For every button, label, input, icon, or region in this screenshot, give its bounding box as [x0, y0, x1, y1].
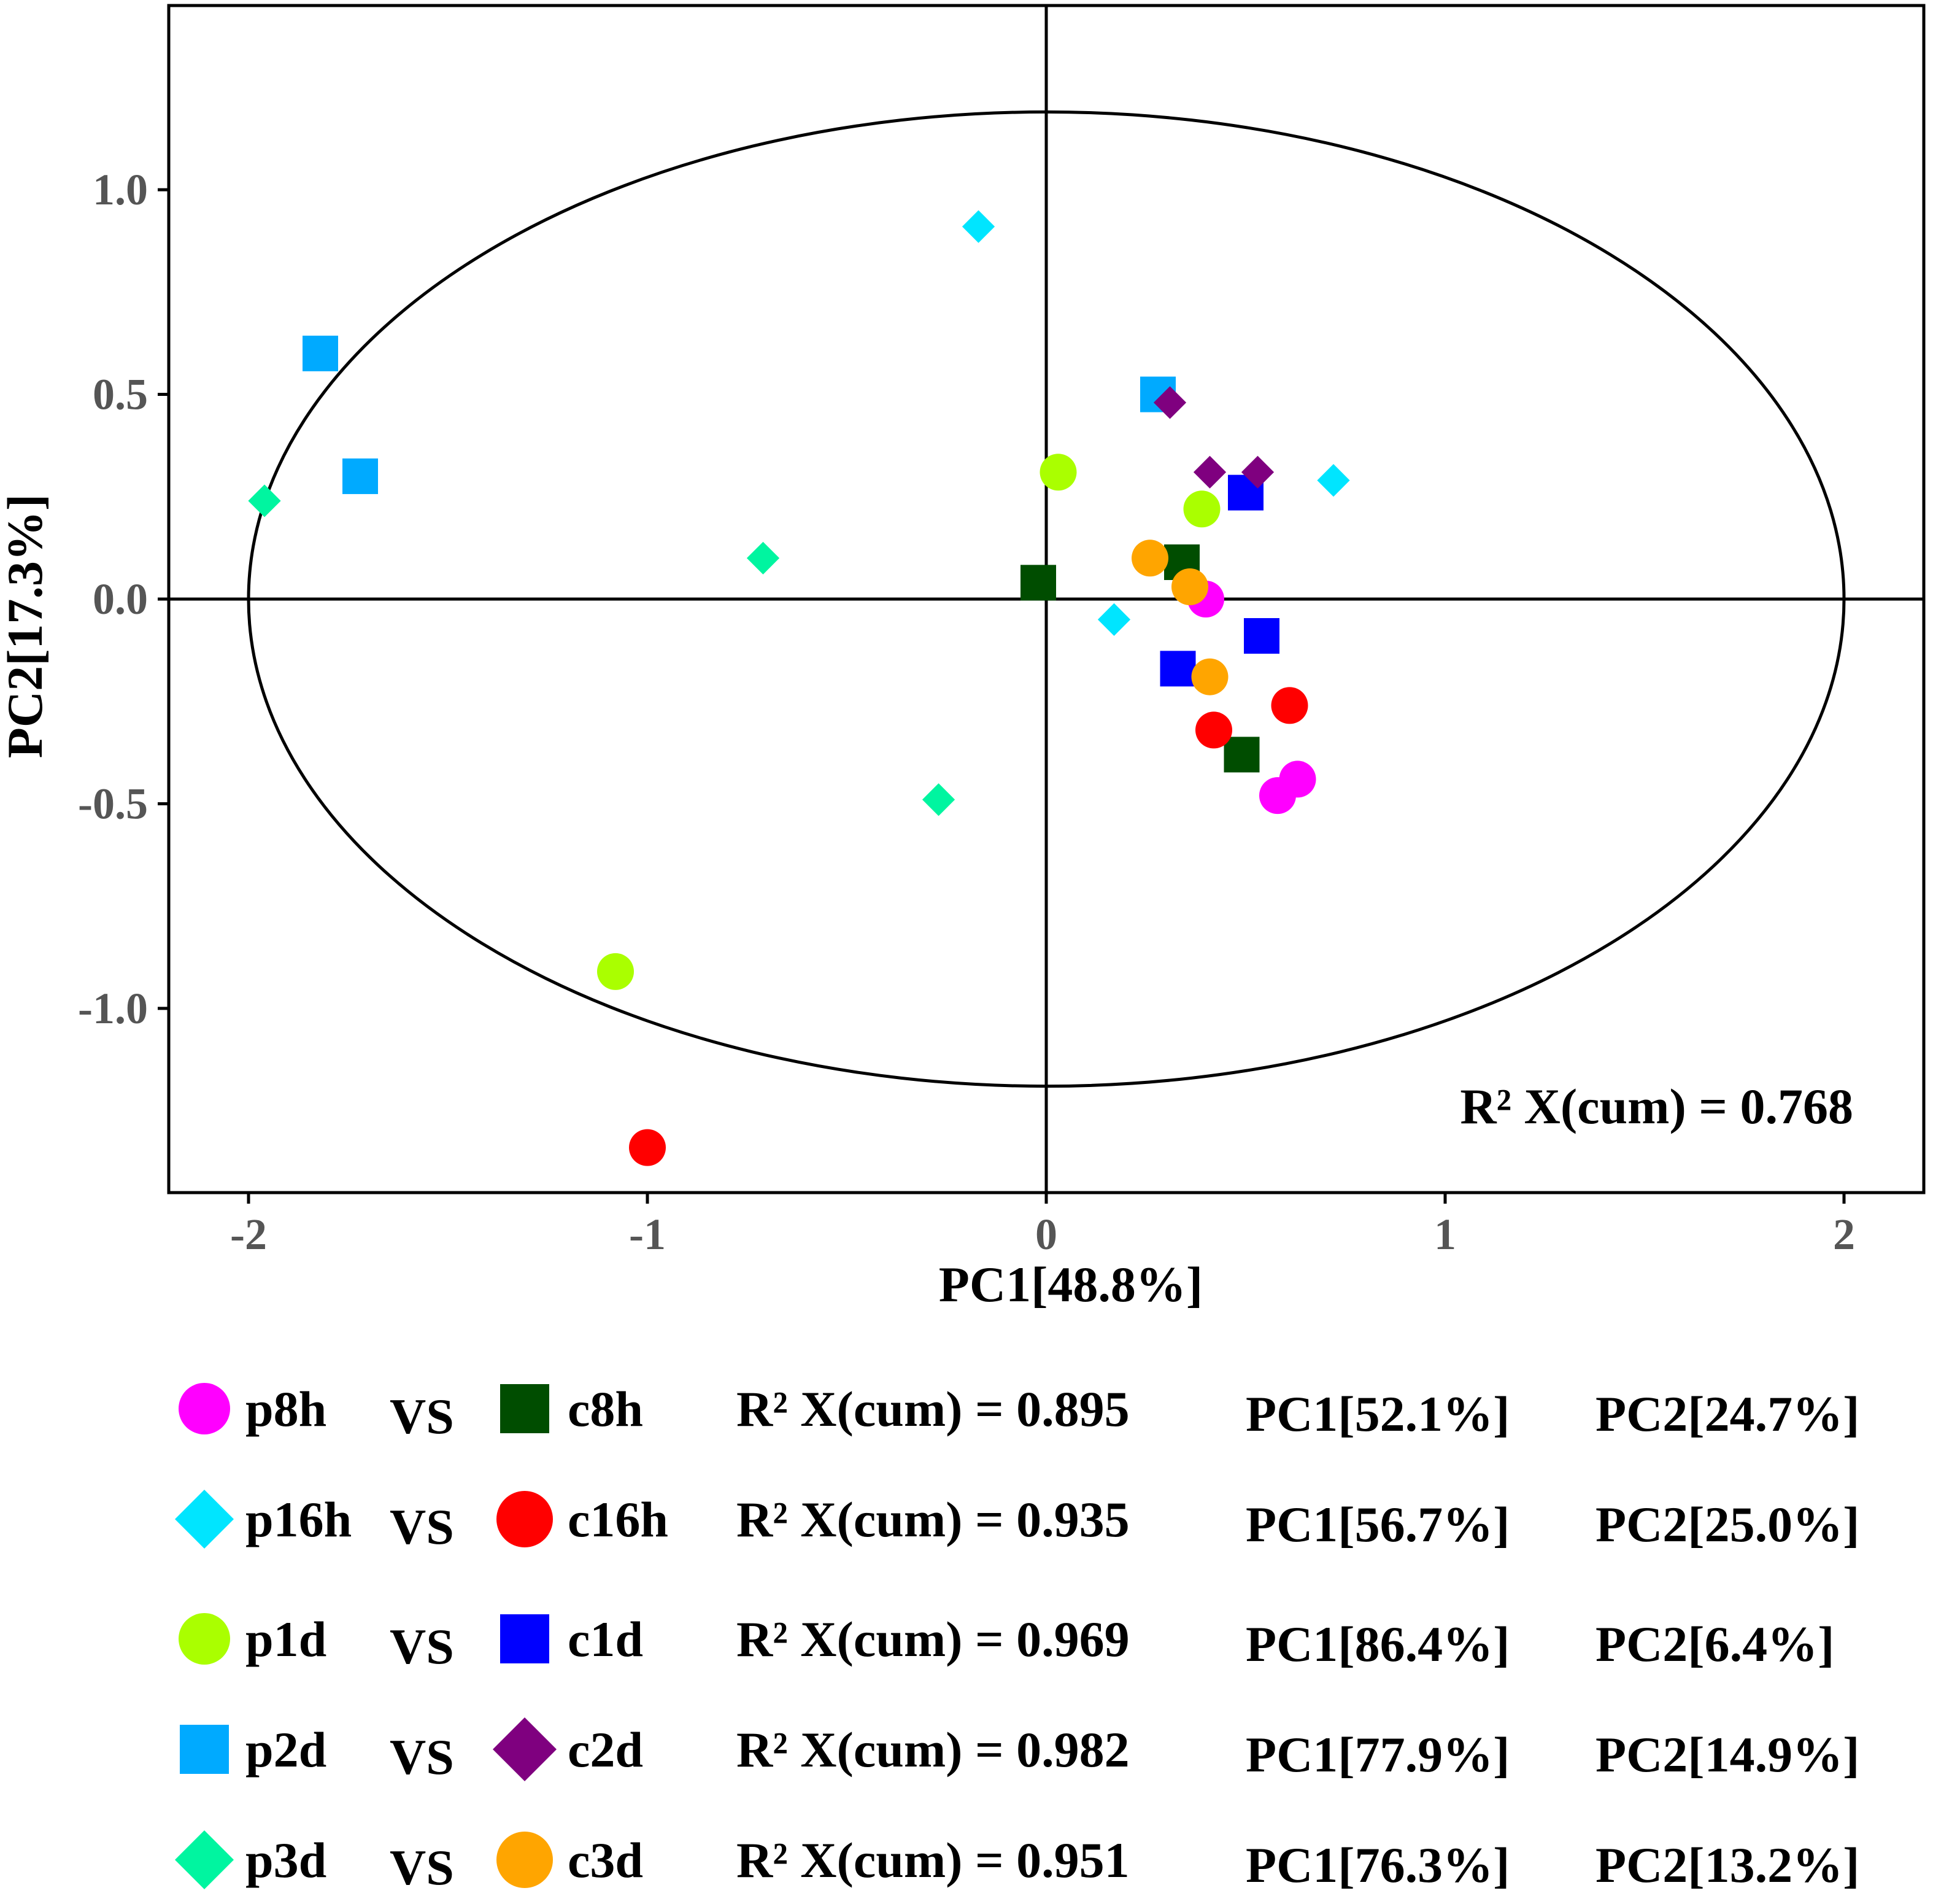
y-tick-label: 0.5	[93, 370, 148, 419]
point-c16h	[629, 1129, 666, 1166]
point-p2d	[342, 458, 378, 494]
point-c1d	[1244, 618, 1279, 654]
legend-vs: VS	[390, 1729, 454, 1785]
legend-label-p3d: p3d	[245, 1832, 326, 1888]
legend-pc1-c16h: PC1[56.7%]	[1246, 1496, 1510, 1552]
point-c3d	[1171, 568, 1208, 605]
point-p2d	[303, 335, 338, 371]
point-c8h	[1021, 565, 1056, 601]
y-axis-ticks: -1.0 -0.5 0.0 0.5 1.0	[78, 165, 169, 1033]
point-c2d	[1241, 455, 1275, 489]
point-c2d	[1153, 386, 1187, 419]
legend-label-p16h: p16h	[245, 1492, 352, 1547]
data-points	[248, 210, 1350, 1166]
legend-row-p16h: p16h VS c16h R² X(cum) = 0.935 PC1[56.7%] PC2…	[175, 1490, 1859, 1555]
legend-pc2-c2d: PC2[14.9%]	[1595, 1727, 1859, 1782]
y-tick-label: -1.0	[78, 984, 148, 1033]
legend-r2-c1d: R² X(cum) = 0.969	[736, 1611, 1130, 1667]
x-tick-label: 0	[1035, 1210, 1057, 1259]
legend-label-p8h: p8h	[245, 1381, 326, 1437]
x-tick-label: 1	[1434, 1210, 1456, 1259]
series-p2d	[303, 335, 1176, 494]
point-c16h	[1195, 711, 1232, 749]
y-axis-title: PC2[17.3%]	[0, 494, 53, 758]
series-c2d	[1153, 386, 1275, 489]
legend-r2-c16h: R² X(cum) = 0.935	[736, 1492, 1130, 1547]
point-p3d	[248, 484, 281, 517]
x-tick-label: -2	[230, 1210, 267, 1259]
legend-label-c3d: c3d	[568, 1832, 643, 1888]
legend-r2-c2d: R² X(cum) = 0.982	[736, 1722, 1130, 1778]
legend-marker-c3d	[496, 1832, 553, 1888]
legend-label-c1d: c1d	[568, 1611, 643, 1667]
point-p16h	[1317, 464, 1350, 497]
legend-vs: VS	[390, 1619, 454, 1674]
point-p3d	[746, 541, 780, 575]
point-p16h	[1097, 603, 1131, 636]
point-p16h	[962, 210, 995, 243]
legend-label-p2d: p2d	[245, 1722, 326, 1778]
point-c8h	[1224, 737, 1260, 773]
legend-marker-c16h	[496, 1491, 553, 1547]
point-c1d	[1160, 651, 1196, 687]
legend-row-p1d: p1d VS c1d R² X(cum) = 0.969 PC1[86.4%] PC2[6…	[179, 1611, 1834, 1674]
legend-pc2-c1d: PC2[6.4%]	[1595, 1616, 1834, 1672]
y-tick-label: 0.0	[93, 575, 148, 624]
legend-row-p3d: p3d VS c3d R² X(cum) = 0.951 PC1[76.3%] PC2[1…	[175, 1830, 1859, 1895]
legend-marker-p1d	[179, 1613, 230, 1665]
x-tick-label: -1	[629, 1210, 666, 1259]
series-p3d	[248, 484, 955, 816]
legend-marker-p3d	[175, 1830, 234, 1889]
legend-vs: VS	[390, 1388, 454, 1444]
legend-pc1-c3d: PC1[76.3%]	[1246, 1837, 1510, 1893]
legend-label-c2d: c2d	[568, 1722, 643, 1778]
legend-pc2-c3d: PC2[13.2%]	[1595, 1837, 1859, 1893]
legend-label-c8h: c8h	[568, 1381, 643, 1437]
legend: p8h VS c8h R² X(cum) = 0.895 PC1[52.1%] PC2[2…	[175, 1381, 1859, 1895]
series-c16h	[629, 687, 1308, 1166]
legend-marker-c8h	[500, 1384, 549, 1433]
legend-pc2-c16h: PC2[25.0%]	[1595, 1496, 1859, 1552]
x-tick-label: 2	[1833, 1210, 1855, 1259]
legend-vs: VS	[390, 1499, 454, 1555]
legend-label-p1d: p1d	[245, 1611, 326, 1667]
legend-pc1-c1d: PC1[86.4%]	[1246, 1616, 1510, 1672]
point-c2d	[1193, 455, 1227, 489]
point-p1d	[1040, 454, 1077, 491]
series-p8h	[1187, 581, 1316, 815]
legend-marker-c1d	[500, 1614, 549, 1663]
legend-marker-c2d	[493, 1717, 557, 1781]
series-p1d	[597, 454, 1221, 990]
point-p3d	[922, 783, 955, 816]
point-p1d	[597, 953, 634, 990]
series-c3d	[1132, 540, 1229, 695]
point-c3d	[1132, 540, 1168, 577]
r2-annotation: R² X(cum) = 0.768	[1460, 1078, 1853, 1134]
legend-label-c16h: c16h	[568, 1492, 668, 1547]
point-c3d	[1191, 658, 1229, 695]
y-tick-label: 1.0	[93, 165, 148, 214]
legend-vs: VS	[390, 1840, 454, 1895]
legend-r2-c3d: R² X(cum) = 0.951	[736, 1832, 1130, 1888]
legend-marker-p8h	[179, 1383, 230, 1434]
point-p1d	[1183, 490, 1221, 528]
point-c16h	[1271, 687, 1308, 724]
point-p8h	[1279, 760, 1316, 798]
legend-row-p2d: p2d VS c2d R² X(cum) = 0.982 PC1[77.9%] PC2[1…	[180, 1717, 1859, 1785]
legend-r2-c8h: R² X(cum) = 0.895	[736, 1381, 1130, 1437]
x-axis-ticks: -2 -1 0 1 2	[230, 1193, 1855, 1259]
y-tick-label: -0.5	[78, 779, 148, 828]
legend-row-p8h: p8h VS c8h R² X(cum) = 0.895 PC1[52.1%] PC2[2…	[179, 1381, 1859, 1444]
legend-marker-p16h	[175, 1490, 234, 1549]
legend-pc2-c8h: PC2[24.7%]	[1595, 1386, 1859, 1442]
series-p16h	[962, 210, 1350, 636]
legend-pc1-c8h: PC1[52.1%]	[1246, 1386, 1510, 1442]
x-axis-title: PC1[48.8%]	[939, 1256, 1203, 1312]
legend-pc1-c2d: PC1[77.9%]	[1246, 1727, 1510, 1782]
legend-marker-p2d	[180, 1725, 229, 1774]
